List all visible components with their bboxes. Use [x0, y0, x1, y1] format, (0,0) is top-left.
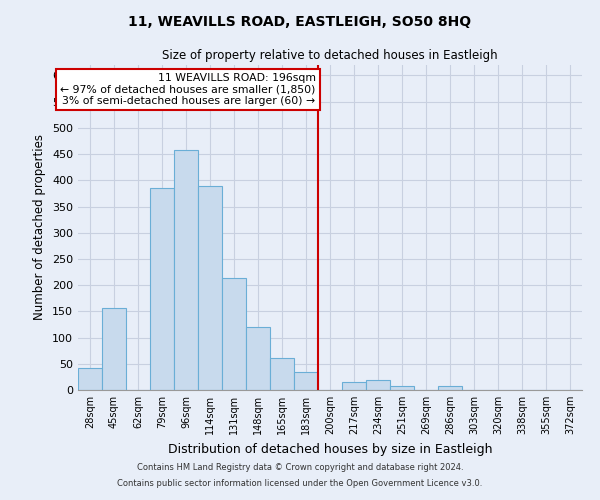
Bar	[78, 368, 102, 390]
Bar	[294, 372, 318, 390]
Bar	[222, 278, 246, 390]
Bar	[342, 382, 366, 390]
X-axis label: Distribution of detached houses by size in Eastleigh: Distribution of detached houses by size …	[168, 442, 492, 456]
Bar	[174, 150, 198, 390]
Bar	[366, 380, 390, 390]
Text: 11, WEAVILLS ROAD, EASTLEIGH, SO50 8HQ: 11, WEAVILLS ROAD, EASTLEIGH, SO50 8HQ	[128, 15, 472, 29]
Bar	[198, 186, 222, 390]
Bar	[438, 386, 462, 390]
Y-axis label: Number of detached properties: Number of detached properties	[34, 134, 46, 320]
Bar	[246, 327, 270, 390]
Bar	[102, 308, 126, 390]
Bar	[270, 358, 294, 390]
Bar	[390, 386, 414, 390]
Text: Contains HM Land Registry data © Crown copyright and database right 2024.: Contains HM Land Registry data © Crown c…	[137, 464, 463, 472]
Text: 11 WEAVILLS ROAD: 196sqm
← 97% of detached houses are smaller (1,850)
3% of semi: 11 WEAVILLS ROAD: 196sqm ← 97% of detach…	[60, 73, 316, 106]
Title: Size of property relative to detached houses in Eastleigh: Size of property relative to detached ho…	[162, 50, 498, 62]
Text: Contains public sector information licensed under the Open Government Licence v3: Contains public sector information licen…	[118, 478, 482, 488]
Bar	[150, 188, 174, 390]
